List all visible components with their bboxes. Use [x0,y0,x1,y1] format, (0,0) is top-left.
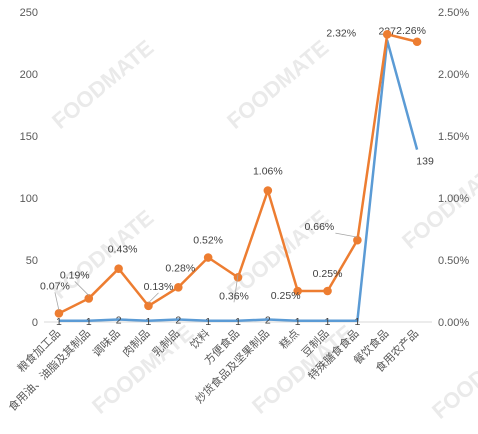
data-label: 1 [354,316,360,328]
data-label: 0.19% [60,269,90,281]
series-percent: 0.07%0.19% 0.43% 0.13% 0.28% 0.52% 0.36% 1.06%… [40,25,426,318]
data-label: 1 [325,316,331,328]
series-line [58,39,419,323]
watermark-text: FOODMATE [222,35,333,134]
data-label: 0.28% [165,262,195,274]
label-leader-line [54,292,60,311]
axes: 0 50 100 150 200 250 0.00% 0.50% 1.00% 1.50% 2.00%… [20,7,470,329]
watermark-text: FOODMATE [427,325,478,424]
data-point [114,264,123,273]
data-label: 2.26% [396,25,426,37]
y-left-tick-label: 250 [20,7,38,19]
y-right-tick-label: 0.50% [438,255,469,267]
data-label: 1 [146,316,152,328]
data-label: 1 [235,316,241,328]
data-label: 1 [295,316,301,328]
data-point [412,37,422,47]
y-right-tick-label: 1.50% [438,131,469,143]
data-point [353,235,362,245]
y-right-tick-label: 1.00% [438,193,469,205]
data-label: 0.25% [313,268,343,280]
data-label: 0.66% [304,221,334,233]
y-left-tick-label: 200 [20,69,38,81]
data-point [293,286,302,296]
y-right-tick-label: 0.00% [438,317,469,329]
label-leader-line [148,292,159,304]
x-tick-label: 调味品 [90,327,123,360]
data-label: 1 [86,316,92,328]
data-label: 139 [416,156,434,168]
data-point [323,286,332,296]
data-label: 0.43% [108,244,138,256]
x-tick-label: 糕点 [276,326,301,351]
y-left-tick-label: 50 [26,255,38,267]
label-leader-line [335,232,358,238]
data-label: 1.06% [253,166,283,178]
data-label: 1 [205,316,211,328]
data-point [174,282,183,292]
data-label: 2 [175,315,181,327]
data-label: 2 [265,315,271,327]
data-point [382,30,392,39]
y-left-tick-label: 100 [20,193,38,205]
y-right-tick-label: 2.50% [438,7,469,19]
y-left-tick-label: 150 [20,131,38,143]
watermark-text: FOODMATE [47,35,158,134]
data-label: 2.32% [326,27,356,39]
category-labels: 粮食加工品食用油、油脂及其制品调味品肉制品乳制品 饮料方便食品炒货食品及坚果制品糕… [5,326,421,414]
data-label: 0.52% [193,235,223,247]
data-point [144,301,153,311]
data-point [203,253,213,262]
data-label: 2 [116,315,122,327]
data-point [84,294,94,303]
data-label: 1 [56,316,62,328]
data-label: 0.25% [271,290,301,302]
y-right-tick-label: 2.00% [438,69,469,81]
y-left-tick-label: 0 [32,317,38,329]
data-label: 0.13% [144,281,174,293]
data-point [54,309,64,318]
label-leader-line [233,274,239,303]
data-point [263,186,273,195]
label-leader-line [74,281,90,296]
data-label: 0.36% [219,290,249,302]
data-point [233,273,243,282]
data-label: 0.07% [40,280,70,292]
